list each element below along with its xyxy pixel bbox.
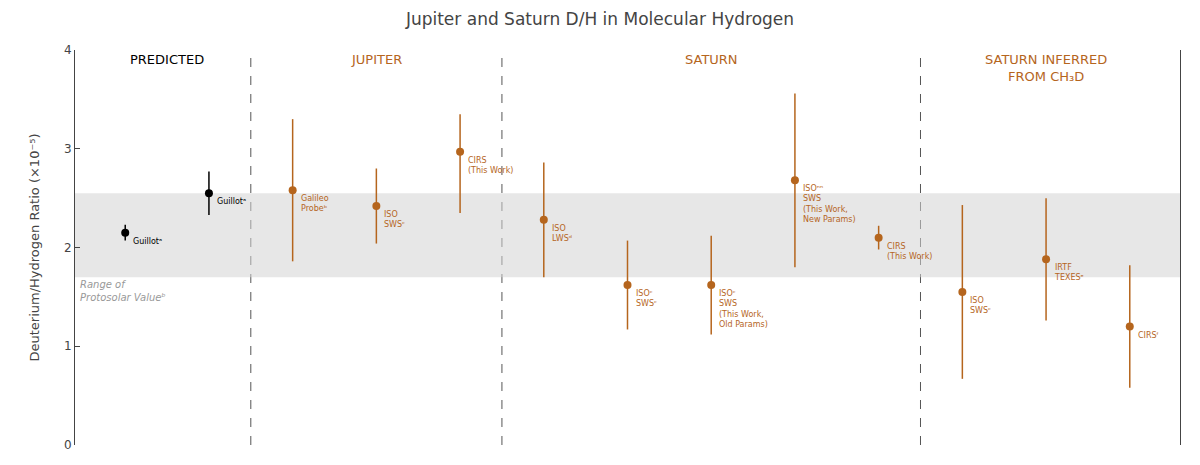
svg-text:SATURN INFERREDFROM CH₃D: SATURN INFERREDFROM CH₃D — [985, 52, 1107, 84]
svg-text:ISOLWSᵈ: ISOLWSᵈ — [552, 224, 572, 243]
svg-text:PREDICTED: PREDICTED — [130, 52, 204, 67]
svg-text:Guillotᵃ: Guillotᵃ — [133, 237, 162, 246]
svg-text:Jupiter and Saturn D/H in Mole: Jupiter and Saturn D/H in Molecular Hydr… — [405, 9, 794, 29]
svg-text:1: 1 — [64, 339, 72, 353]
svg-text:Guillotᵃ: Guillotᵃ — [217, 197, 246, 206]
svg-text:ISOᶜSWSᶜ: ISOᶜSWSᶜ — [636, 289, 657, 308]
svg-text:Range ofProtosolar Valueᵇ: Range ofProtosolar Valueᵇ — [80, 279, 166, 303]
svg-text:CIRSᶠ: CIRSᶠ — [1138, 331, 1159, 340]
svg-text:IRTFTEXESᵉ: IRTFTEXESᵉ — [1054, 263, 1084, 282]
svg-text:ISOⁿⁿSWS(This Work,New Params): ISOⁿⁿSWS(This Work,New Params) — [803, 184, 856, 224]
svg-text:Deuterium/Hydrogen Ratio (×10⁻: Deuterium/Hydrogen Ratio (×10⁻⁵) — [27, 133, 42, 361]
svg-text:ISOᶜSWS(This Work,Old Params): ISOᶜSWS(This Work,Old Params) — [719, 289, 768, 329]
svg-text:JUPITER: JUPITER — [351, 52, 402, 67]
svg-text:CIRS(This Work): CIRS(This Work) — [468, 156, 513, 175]
svg-text:CIRS(This Work): CIRS(This Work) — [887, 242, 932, 261]
svg-text:ISOSWSᶜ: ISOSWSᶜ — [384, 210, 405, 229]
svg-text:ISOSWSᶜ: ISOSWSᶜ — [970, 296, 991, 315]
svg-text:SATURN: SATURN — [685, 52, 738, 67]
svg-text:GalileoProbeᵇ: GalileoProbeᵇ — [301, 194, 329, 213]
svg-text:3: 3 — [64, 142, 72, 156]
svg-text:4: 4 — [64, 43, 72, 57]
svg-text:0: 0 — [64, 438, 72, 452]
svg-text:2: 2 — [64, 241, 72, 255]
